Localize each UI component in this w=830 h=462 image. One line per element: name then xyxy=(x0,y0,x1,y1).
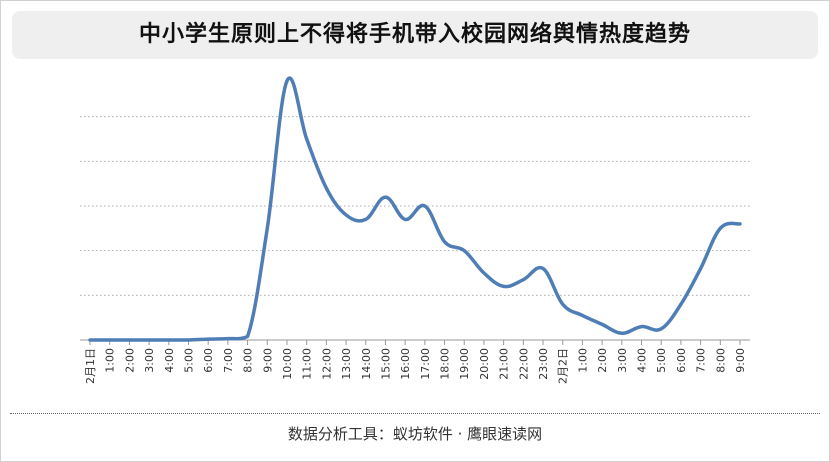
data-point xyxy=(659,327,663,331)
data-point xyxy=(246,334,250,338)
series-group xyxy=(88,76,742,342)
x-tick-label: 2月2日 xyxy=(557,348,570,384)
x-tick-label: 23:00 xyxy=(537,348,550,380)
grid-lines xyxy=(80,116,750,296)
x-tick-label: 19:00 xyxy=(458,348,471,380)
data-point xyxy=(600,322,604,326)
x-tick-label: 12:00 xyxy=(320,348,333,380)
x-tick-label: 2:00 xyxy=(123,348,136,373)
data-point xyxy=(462,249,466,253)
x-tick-label: 8:00 xyxy=(714,348,727,373)
data-point xyxy=(383,195,387,199)
data-point xyxy=(561,302,565,306)
title-bar: 中小学生原则上不得将手机带入校园网络舆情热度趋势 xyxy=(12,11,818,59)
footer-source: 数据分析工具：蚁坊软件 · 鹰眼速读网 xyxy=(287,425,543,443)
x-tick-label: 4:00 xyxy=(636,348,649,373)
data-point xyxy=(147,338,151,342)
footer-divider xyxy=(10,413,820,414)
x-tick-label: 6:00 xyxy=(202,348,215,373)
data-point xyxy=(403,217,407,221)
data-point xyxy=(443,240,447,244)
x-tick-label: 2月1日 xyxy=(84,348,97,384)
data-point xyxy=(541,267,545,271)
x-tick-label: 7:00 xyxy=(222,348,235,373)
data-point xyxy=(108,338,112,342)
data-point xyxy=(423,204,427,208)
data-point xyxy=(502,284,506,288)
x-tick-label: 18:00 xyxy=(439,348,452,380)
x-tick-label: 7:00 xyxy=(695,348,708,373)
x-tick-label: 5:00 xyxy=(182,348,195,373)
data-point xyxy=(718,226,722,230)
x-tick-label: 3:00 xyxy=(143,348,156,373)
x-tick-label: 22:00 xyxy=(517,348,530,380)
x-axis: 2月1日 1:00 2:00 3:00 4:00 5:00 6:00 7:00 8:00 9:00… xyxy=(80,339,750,384)
chart-title: 中小学生原则上不得将手机带入校园网络舆情热度趋势 xyxy=(138,22,691,47)
x-tick-label: 10:00 xyxy=(281,348,294,380)
data-point xyxy=(167,338,171,342)
data-point xyxy=(265,226,269,230)
data-point xyxy=(640,325,644,329)
x-tick-label: 1:00 xyxy=(576,348,589,373)
x-tick-label: 21:00 xyxy=(498,348,511,380)
x-tick-label: 14:00 xyxy=(360,348,373,380)
x-tick-label: 11:00 xyxy=(301,348,314,380)
x-tick-label: 6:00 xyxy=(675,348,688,373)
data-point xyxy=(305,137,309,141)
data-point xyxy=(324,186,328,190)
line-chart: 2月1日 1:00 2:00 3:00 4:00 5:00 6:00 7:00 8:00 9:00… xyxy=(80,76,750,384)
data-point xyxy=(88,338,92,342)
data-point xyxy=(226,337,230,341)
data-point xyxy=(206,337,210,341)
x-tick-label: 13:00 xyxy=(340,348,353,380)
data-point xyxy=(620,331,624,335)
x-tick-label: 4:00 xyxy=(163,348,176,373)
data-point xyxy=(699,267,703,271)
x-tick-label: 15:00 xyxy=(379,348,392,380)
x-tick-label: 17:00 xyxy=(419,348,432,380)
x-tick-label: 5:00 xyxy=(655,348,668,373)
x-tick-label: 20:00 xyxy=(478,348,491,380)
x-tick-label: 9:00 xyxy=(261,348,274,373)
series-line xyxy=(88,76,742,342)
data-point xyxy=(285,79,289,83)
data-point xyxy=(186,338,190,342)
data-point xyxy=(364,217,368,221)
data-point xyxy=(482,271,486,275)
x-tick-label: 8:00 xyxy=(242,348,255,373)
x-tick-label: 16:00 xyxy=(399,348,412,380)
x-tick-label: 1:00 xyxy=(104,348,117,373)
data-point xyxy=(344,213,348,217)
data-point xyxy=(679,302,683,306)
data-point xyxy=(521,278,525,282)
data-point xyxy=(127,338,131,342)
x-tick-label: 3:00 xyxy=(616,348,629,373)
x-tick-label: 2:00 xyxy=(596,348,609,373)
data-point xyxy=(738,222,742,226)
x-tick-label: 9:00 xyxy=(734,348,747,373)
data-point xyxy=(580,313,584,317)
